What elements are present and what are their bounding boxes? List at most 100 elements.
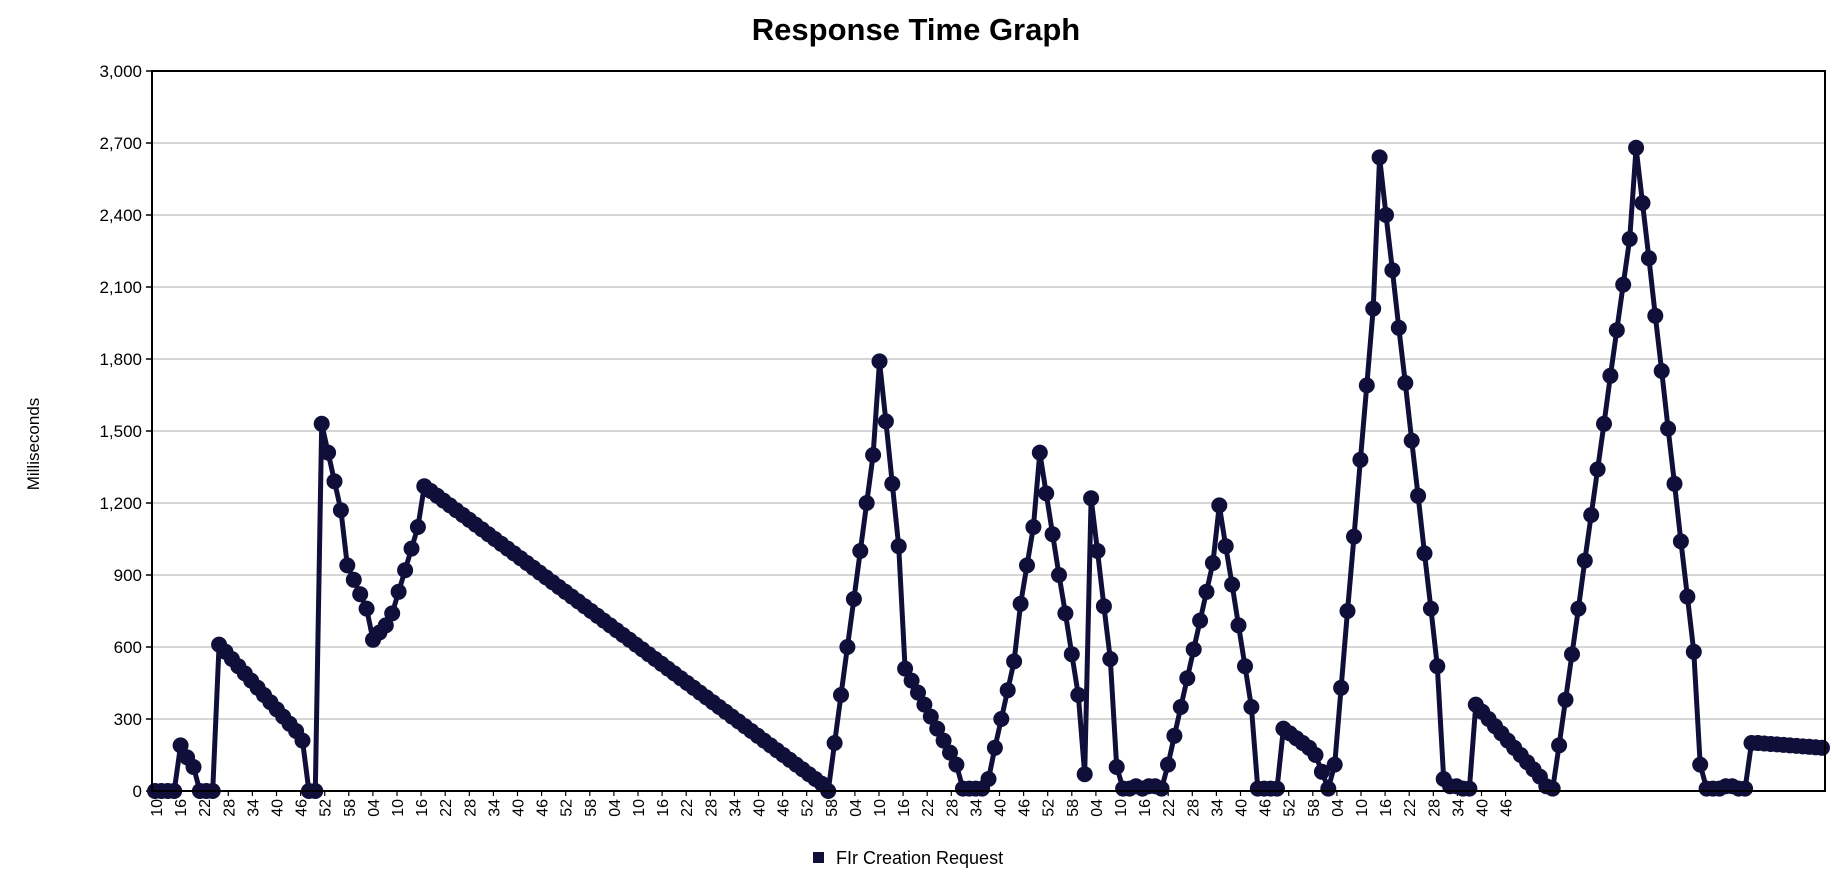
data-point xyxy=(403,540,420,557)
data-point xyxy=(1243,699,1260,715)
x-tick-label: 16 xyxy=(1137,799,1154,817)
data-point xyxy=(1634,195,1651,211)
y-tick-label: 2,400 xyxy=(99,206,142,225)
data-point xyxy=(1737,780,1754,797)
y-axis-ticks: 0 300 600 900 1,200 1,500 1,800 2,100 2,400 2,700… xyxy=(99,62,152,801)
x-tick-label: 16 xyxy=(655,799,672,817)
x-tick-label: 22 xyxy=(1161,799,1178,817)
data-point xyxy=(1653,363,1670,379)
data-point xyxy=(1589,461,1606,478)
x-tick-label: 58 xyxy=(583,799,600,817)
data-point xyxy=(390,583,407,600)
data-point xyxy=(1615,276,1632,293)
data-point xyxy=(172,737,189,754)
data-point xyxy=(294,732,311,749)
data-point xyxy=(1640,250,1657,267)
x-tick-label: 16 xyxy=(414,799,431,817)
x-tick-label: 34 xyxy=(1450,799,1467,817)
data-point xyxy=(1179,670,1196,687)
data-point xyxy=(185,759,202,775)
data-point xyxy=(377,617,394,634)
data-point xyxy=(1269,780,1285,797)
data-point xyxy=(1031,444,1048,461)
x-tick-label: 40 xyxy=(993,799,1010,817)
data-point xyxy=(1185,641,1202,658)
data-point xyxy=(345,571,362,588)
data-point xyxy=(332,502,349,519)
data-point xyxy=(1544,780,1561,797)
y-tick-label: 2,700 xyxy=(99,134,142,153)
data-point xyxy=(1621,231,1638,247)
data-point xyxy=(1410,487,1427,504)
legend: FIr Creation Request xyxy=(813,848,1003,868)
data-point xyxy=(326,473,343,490)
data-point xyxy=(1166,727,1183,744)
data-point xyxy=(1237,658,1253,675)
x-tick-label: 58 xyxy=(1306,799,1323,817)
data-point xyxy=(1551,737,1568,754)
data-point xyxy=(858,495,875,511)
data-point xyxy=(1307,747,1324,763)
data-point xyxy=(1672,533,1689,550)
data-point xyxy=(1814,739,1830,756)
data-point xyxy=(1422,600,1439,617)
data-point xyxy=(397,562,414,579)
data-point xyxy=(890,538,907,555)
data-point xyxy=(884,475,901,492)
data-point xyxy=(871,353,888,370)
x-tick-label: 22 xyxy=(197,799,214,817)
x-tick-label: 28 xyxy=(462,799,479,817)
data-point xyxy=(1320,780,1337,797)
x-tick-label: 04 xyxy=(1089,799,1106,817)
x-tick-label: 40 xyxy=(270,799,287,817)
data-point xyxy=(1660,420,1677,437)
data-point xyxy=(935,732,952,749)
x-tick-label: 52 xyxy=(318,799,335,817)
y-tick-label: 1,200 xyxy=(99,494,142,513)
data-point xyxy=(1564,646,1580,663)
data-point xyxy=(1371,149,1388,166)
x-tick-label: 52 xyxy=(559,799,576,817)
data-point xyxy=(1025,519,1042,535)
x-tick-label: 22 xyxy=(1402,799,1419,817)
data-point xyxy=(320,444,337,461)
data-point xyxy=(1019,557,1035,574)
x-tick-label: 52 xyxy=(800,799,817,817)
y-tick-label: 1,500 xyxy=(99,422,142,441)
x-tick-label: 10 xyxy=(390,799,407,817)
x-tick-label: 22 xyxy=(920,799,937,817)
data-point xyxy=(1602,367,1619,384)
x-tick-label: 46 xyxy=(535,799,552,817)
x-tick-label: 10 xyxy=(1354,799,1371,817)
data-point xyxy=(1557,691,1574,708)
data-point xyxy=(1365,300,1382,317)
series-line xyxy=(155,145,1823,794)
data-point xyxy=(845,591,862,607)
y-tick-label: 1,800 xyxy=(99,350,142,369)
data-point xyxy=(1685,643,1702,660)
data-point xyxy=(1160,756,1176,773)
x-tick-label: 10 xyxy=(631,799,648,817)
x-tick-label: 04 xyxy=(848,799,865,817)
x-tick-label: 46 xyxy=(294,799,311,817)
x-tick-label: 04 xyxy=(607,799,624,817)
data-point xyxy=(339,557,356,574)
data-point xyxy=(1076,766,1093,783)
data-point xyxy=(865,447,882,463)
y-tick-label: 0 xyxy=(133,782,142,801)
data-point xyxy=(1192,612,1209,629)
data-point xyxy=(409,519,426,535)
x-tick-label: 04 xyxy=(366,799,383,817)
data-point xyxy=(1333,679,1350,696)
data-point xyxy=(1339,603,1356,619)
data-point xyxy=(1057,605,1074,622)
x-tick-label: 40 xyxy=(1475,799,1492,817)
data-point xyxy=(1429,658,1446,675)
data-point xyxy=(1083,490,1100,507)
x-tick-label: 34 xyxy=(486,799,503,817)
data-point xyxy=(1397,375,1414,391)
x-tick-label: 34 xyxy=(1209,799,1226,817)
y-tick-label: 600 xyxy=(114,638,142,657)
y-tick-label: 2,100 xyxy=(99,278,142,297)
data-point xyxy=(352,586,369,603)
